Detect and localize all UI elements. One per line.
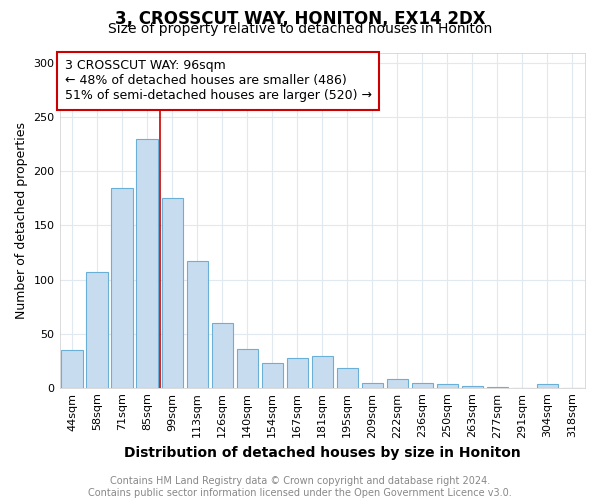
Bar (362, 384, 383, 388)
Text: 3, CROSSCUT WAY, HONITON, EX14 2DX: 3, CROSSCUT WAY, HONITON, EX14 2DX (115, 10, 485, 28)
Bar (212, 323, 233, 388)
Text: Contains HM Land Registry data © Crown copyright and database right 2024.
Contai: Contains HM Land Registry data © Crown c… (88, 476, 512, 498)
Bar (387, 379, 408, 388)
Bar (487, 386, 508, 388)
Bar (86, 272, 108, 388)
Bar (412, 384, 433, 388)
Text: Size of property relative to detached houses in Honiton: Size of property relative to detached ho… (108, 22, 492, 36)
Bar (311, 356, 333, 388)
Bar (236, 349, 258, 388)
Bar (187, 261, 208, 388)
X-axis label: Distribution of detached houses by size in Honiton: Distribution of detached houses by size … (124, 446, 521, 460)
Bar (61, 350, 83, 388)
Bar (136, 139, 158, 388)
Y-axis label: Number of detached properties: Number of detached properties (15, 122, 28, 318)
Bar (112, 188, 133, 388)
Bar (262, 363, 283, 388)
Bar (462, 386, 483, 388)
Bar (287, 358, 308, 388)
Bar (437, 384, 458, 388)
Bar (161, 198, 183, 388)
Text: 3 CROSSCUT WAY: 96sqm
← 48% of detached houses are smaller (486)
51% of semi-det: 3 CROSSCUT WAY: 96sqm ← 48% of detached … (65, 59, 372, 102)
Bar (337, 368, 358, 388)
Bar (537, 384, 558, 388)
